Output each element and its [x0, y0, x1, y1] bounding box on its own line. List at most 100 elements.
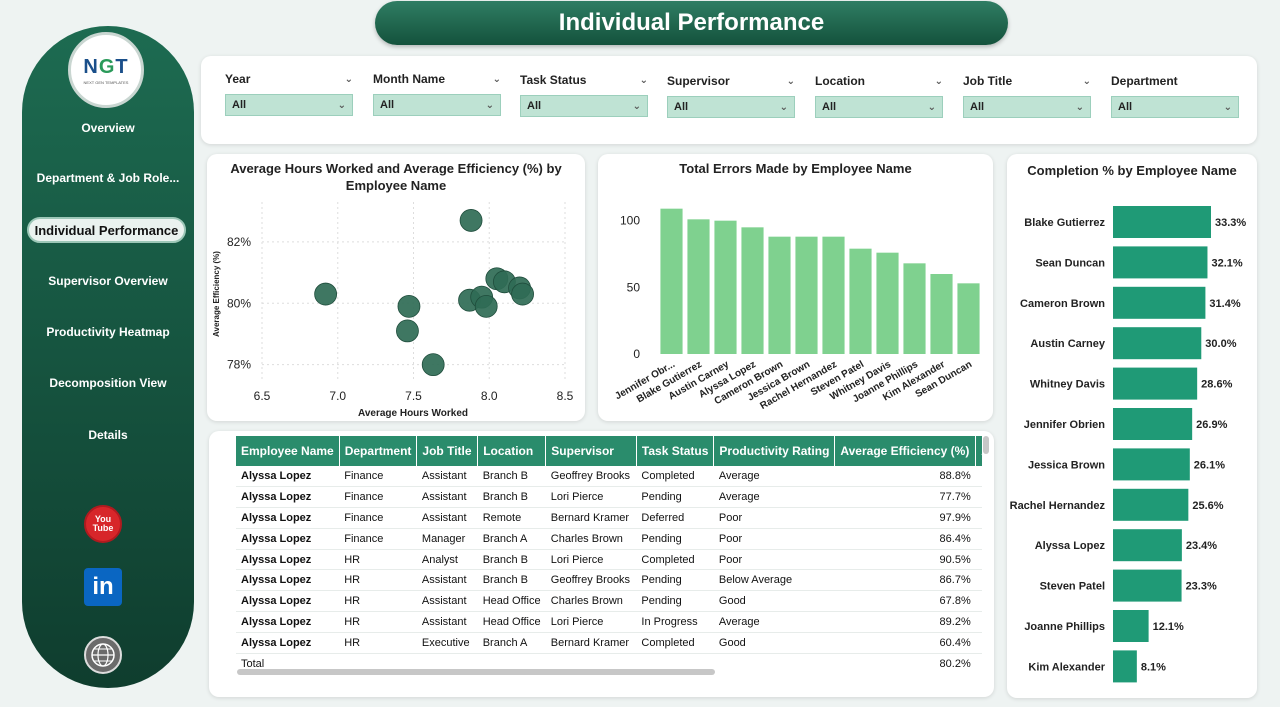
column-header[interactable]: A [975, 436, 982, 466]
completion-bar[interactable] [1113, 448, 1190, 481]
nav-individual-performance[interactable]: Individual Performance [27, 217, 186, 243]
error-bar[interactable] [714, 220, 737, 354]
table-row[interactable]: Alyssa Lopez Finance Assistant Remote Bernar… [236, 507, 982, 529]
completion-bar[interactable] [1113, 367, 1198, 400]
chevron-down-icon[interactable]: ⌄ [1082, 75, 1091, 87]
filter-dropdown[interactable]: All ⌄ [963, 96, 1091, 118]
category-label: Austin Carney [1030, 338, 1105, 350]
category-label: Sean Duncan [1035, 257, 1105, 269]
error-bar[interactable] [768, 236, 791, 354]
scatter-point[interactable] [421, 353, 445, 377]
table-cell: Branch B [477, 549, 546, 571]
nav-details[interactable]: Details [88, 428, 128, 442]
table-cell: Alyssa Lopez [236, 590, 340, 613]
completion-bar[interactable] [1113, 610, 1149, 642]
table-cell: Alyssa Lopez [236, 486, 340, 509]
errors-title: Total Errors Made by Employee Name [679, 161, 912, 176]
table-cell: 67.8% [834, 590, 976, 613]
category-label: Jennifer Obrien [1024, 419, 1106, 431]
data-label: 8.1% [1141, 661, 1166, 673]
table-row[interactable]: Alyssa Lopez HR Executive Branch A Bernard K… [236, 632, 982, 654]
table-row[interactable]: Alyssa Lopez Finance Manager Branch A Charle… [236, 528, 982, 550]
completion-bar[interactable] [1113, 286, 1206, 319]
scatter-point[interactable] [511, 282, 534, 306]
table-cell: Alyssa Lopez [236, 549, 340, 571]
chevron-down-icon[interactable]: ⌄ [639, 74, 648, 86]
website-link[interactable] [83, 635, 123, 675]
table-row[interactable]: Alyssa Lopez Finance Assistant Branch B Lori… [236, 486, 982, 509]
table-row[interactable]: Alyssa Lopez HR Analyst Branch B Lori Pierce… [236, 549, 982, 571]
table-cell: Lori Pierce [545, 486, 637, 509]
chevron-down-icon[interactable]: ⌄ [492, 73, 501, 85]
error-bar[interactable] [795, 236, 818, 354]
completion-bar[interactable] [1113, 529, 1182, 562]
nav-decomposition-view[interactable]: Decomposition View [49, 376, 167, 390]
details-table: Employee Name Department Job Title Location… [236, 436, 982, 668]
error-bar[interactable] [660, 208, 683, 354]
table-row[interactable]: Alyssa Lopez HR Assistant Head Office Charle… [236, 590, 982, 613]
completion-bar[interactable] [1113, 206, 1211, 238]
logo-letter-t: T [115, 55, 129, 78]
filter-dropdown[interactable]: All ⌄ [667, 96, 795, 118]
table-row[interactable]: Alyssa Lopez HR Assistant Head Office Lori P… [236, 611, 982, 633]
table-cell: HR [339, 569, 417, 592]
nav-overview[interactable]: Overview [81, 121, 135, 135]
completion-bar[interactable] [1113, 246, 1208, 279]
column-header[interactable]: Task Status [636, 436, 715, 466]
scatter-point[interactable] [396, 319, 419, 343]
data-label: 30.0% [1205, 338, 1236, 350]
filter-label: Month Name [373, 72, 445, 86]
column-header[interactable]: Supervisor [545, 436, 637, 466]
table-total-row: Total 80.2% [236, 652, 982, 668]
nav-department-job-role[interactable]: Department & Job Role... [36, 171, 180, 185]
filter-dropdown[interactable]: All ⌄ [373, 94, 501, 116]
column-header[interactable]: Employee Name [236, 436, 340, 466]
completion-bar[interactable] [1113, 650, 1137, 683]
column-header[interactable]: Average Efficiency (%) [834, 436, 977, 466]
completion-bar[interactable] [1113, 408, 1193, 440]
error-bar[interactable] [822, 236, 845, 354]
scatter-point[interactable] [314, 282, 338, 306]
table-row[interactable]: Alyssa Lopez HR Assistant Branch B Geoffrey … [236, 569, 982, 592]
chevron-down-icon[interactable]: ⌄ [934, 75, 943, 87]
error-bar[interactable] [957, 283, 980, 354]
table-cell: In Progress [636, 611, 714, 633]
scatter-point[interactable] [397, 294, 421, 318]
table-row[interactable]: Alyssa Lopez Finance Assistant Branch B Geof… [236, 466, 982, 488]
chevron-down-icon[interactable]: ⌄ [786, 75, 795, 87]
horizontal-scrollbar[interactable] [237, 669, 715, 675]
error-bar[interactable] [849, 248, 872, 354]
vertical-scrollbar[interactable] [983, 436, 989, 454]
scatter-point[interactable] [474, 294, 498, 318]
error-bar[interactable] [903, 263, 926, 354]
filter-dropdown[interactable]: All ⌄ [520, 95, 648, 117]
column-header[interactable]: Productivity Rating [713, 436, 836, 466]
filter-dropdown[interactable]: All ⌄ [225, 94, 353, 116]
completion-bar[interactable] [1113, 569, 1182, 602]
filter-dropdown[interactable]: All ⌄ [1111, 96, 1239, 118]
column-header[interactable]: Location [477, 436, 547, 466]
table-cell: Average [713, 486, 835, 509]
nav-productivity-heatmap[interactable]: Productivity Heatmap [46, 325, 170, 339]
error-bar[interactable] [876, 252, 899, 354]
table-cell: 86.4% [834, 528, 976, 550]
chevron-down-icon[interactable]: ⌄ [344, 73, 353, 85]
linkedin-link[interactable]: in [83, 567, 123, 607]
error-bar[interactable] [687, 219, 710, 354]
completion-bar[interactable] [1113, 488, 1189, 521]
column-header[interactable]: Job Title [416, 436, 479, 466]
table-cell [975, 652, 982, 668]
column-header[interactable]: Department [339, 436, 418, 466]
scatter-point[interactable] [459, 209, 483, 232]
youtube-link[interactable]: You Tube [83, 504, 123, 544]
error-bar[interactable] [741, 227, 764, 354]
filter-value: All [527, 100, 542, 112]
filter-dropdown[interactable]: All ⌄ [815, 96, 943, 118]
filter-value: All [380, 99, 395, 111]
page-title: Individual Performance [375, 1, 1008, 45]
category-label: Rachel Hernandez [1010, 500, 1106, 512]
completion-bar[interactable] [1113, 327, 1202, 360]
nav-supervisor-overview[interactable]: Supervisor Overview [48, 274, 168, 288]
error-bar[interactable] [930, 274, 953, 354]
